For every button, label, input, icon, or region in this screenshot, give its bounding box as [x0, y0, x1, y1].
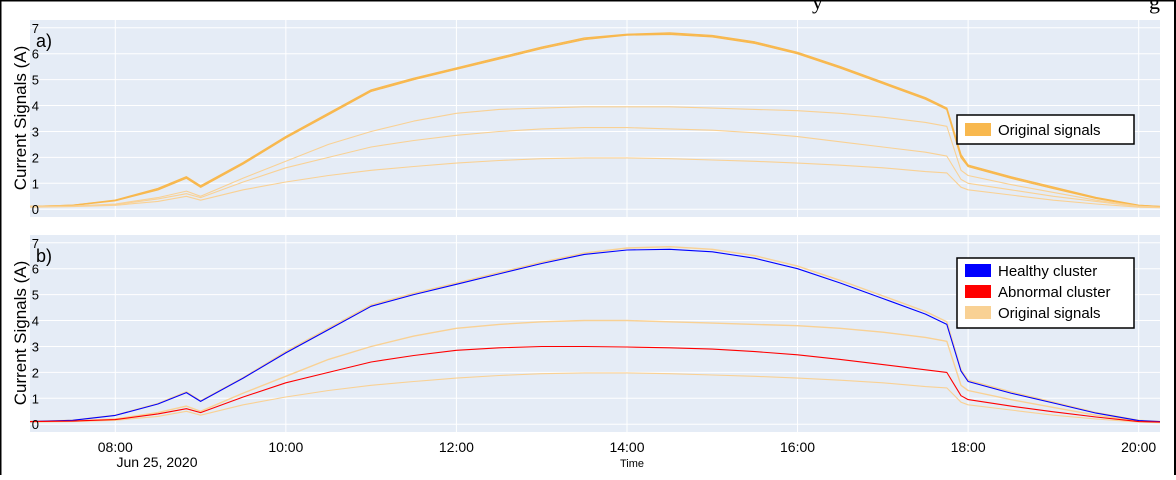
panel-label: b) [36, 246, 52, 266]
figure-border-top [0, 0, 1176, 2]
legend-label-abnormal: Abnormal cluster [998, 284, 1111, 301]
legend-swatch-original [965, 123, 991, 136]
y-tick-label: 4 [32, 314, 39, 329]
series-line-original-signals [29, 33, 1161, 208]
panel-b: 0 1 2 3 4 5 6 7 b) Current Signals (A) Healthy … [11, 235, 1161, 432]
y-axis-label: Current Signals (A) [11, 261, 30, 406]
figure-border-left [0, 0, 2, 475]
x-tick-label: 20:00 [1121, 439, 1156, 455]
series-line-original-signals [29, 106, 1161, 208]
panel-a: 0 1 2 3 4 5 6 7 a) Current Signals (A) Original… [11, 20, 1161, 217]
y-tick-label: 1 [32, 176, 39, 191]
series-line-abnormal-cluster [29, 345, 1161, 423]
y-tick-labels: 0 1 2 3 4 5 6 7 [32, 236, 39, 432]
legend-label-healthy: Healthy cluster [998, 263, 1097, 280]
y-tick-label: 3 [32, 339, 39, 354]
header-fragment-right: g [1149, 0, 1160, 14]
figure-border-right [1174, 0, 1176, 475]
series-line-original-signals [29, 372, 1161, 424]
series-group [29, 32, 1161, 209]
y-tick-label: 7 [32, 21, 39, 36]
y-tick-labels: 0 1 2 3 4 5 6 7 [32, 21, 39, 217]
y-tick-label: 1 [32, 391, 39, 406]
y-tick-label: 2 [32, 150, 39, 165]
header-fragment: y [812, 0, 823, 14]
x-tick-label: 18:00 [951, 439, 986, 455]
legend-swatch-healthy [965, 264, 991, 277]
y-tick-label: 3 [32, 124, 39, 139]
series-line-original-signals [29, 319, 1161, 423]
x-axis-title: Time [620, 458, 644, 470]
x-axis-date-label: Jun 25, 2020 [117, 454, 198, 470]
y-tick-label: 0 [32, 417, 39, 432]
y-tick-label: 4 [32, 99, 39, 114]
y-tick-label: 6 [32, 262, 39, 277]
x-tick-label: 10:00 [268, 439, 303, 455]
y-tick-label: 7 [32, 236, 39, 251]
x-tick-label: 08:00 [98, 439, 133, 455]
legend-label-original: Original signals [998, 122, 1101, 139]
y-tick-label: 5 [32, 73, 39, 88]
legend: Healthy cluster Abnormal cluster Origina… [956, 257, 1135, 329]
y-axis-label: Current Signals (A) [11, 46, 30, 191]
legend: Original signals [956, 114, 1135, 145]
panel-label: a) [36, 31, 52, 51]
x-tick-label: 14:00 [609, 439, 644, 455]
legend-label-original: Original signals [998, 305, 1101, 322]
x-tick-label: 16:00 [780, 439, 815, 455]
x-tick-labels: 08:00 10:00 12:00 14:00 16:00 18:00 20:00 [98, 439, 1157, 455]
series-line-healthy-cluster [29, 248, 1161, 423]
series-line-original-signals [29, 157, 1161, 209]
y-tick-label: 0 [32, 202, 39, 217]
y-tick-label: 2 [32, 365, 39, 380]
x-tick-label: 12:00 [439, 439, 474, 455]
legend-swatch-abnormal [965, 285, 991, 298]
y-tick-label: 5 [32, 288, 39, 303]
series-group [29, 245, 1161, 424]
legend-swatch-original [965, 306, 991, 319]
series-line-original-signals [29, 127, 1161, 208]
y-tick-label: 6 [32, 47, 39, 62]
